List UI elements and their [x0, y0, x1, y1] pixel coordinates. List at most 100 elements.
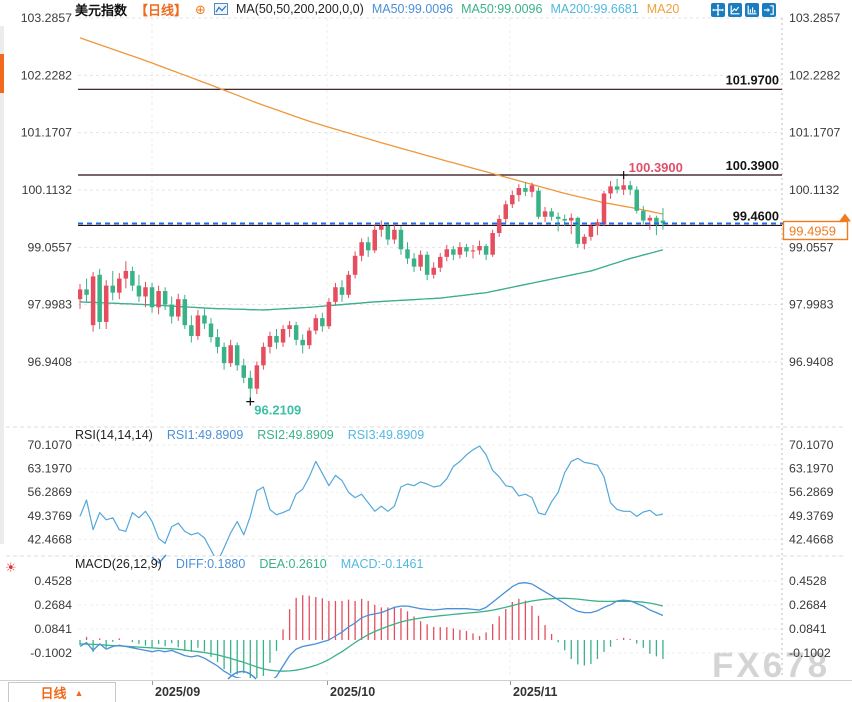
- candle[interactable]: [84, 289, 89, 295]
- left-scrollbar-track[interactable]: [0, 26, 4, 544]
- candle[interactable]: [136, 285, 142, 297]
- candle[interactable]: [555, 216, 561, 219]
- price-chart-canvas[interactable]: 103.2857 103.2857 102.2282 102.2282 101.1707…: [0, 0, 852, 680]
- candle[interactable]: [189, 325, 194, 337]
- candle[interactable]: [477, 246, 482, 251]
- candle[interactable]: [608, 186, 613, 194]
- left-scrollbar-thumb[interactable]: [0, 54, 4, 93]
- candle[interactable]: [130, 270, 135, 286]
- candle[interactable]: [254, 365, 260, 389]
- candle[interactable]: [182, 299, 188, 326]
- candle[interactable]: [339, 287, 345, 295]
- candle[interactable]: [248, 377, 253, 389]
- candle[interactable]: [176, 299, 181, 317]
- fit-chart-icon[interactable]: [728, 3, 742, 17]
- candle[interactable]: [346, 274, 351, 295]
- candle[interactable]: [523, 188, 528, 192]
- candle[interactable]: [582, 236, 587, 244]
- candle[interactable]: [208, 323, 214, 338]
- candle[interactable]: [529, 185, 535, 192]
- candle[interactable]: [483, 246, 489, 255]
- candle[interactable]: [221, 346, 227, 364]
- candle[interactable]: [614, 186, 620, 190]
- candle[interactable]: [143, 287, 148, 297]
- candle[interactable]: [510, 195, 515, 205]
- candle[interactable]: [549, 211, 554, 217]
- candle[interactable]: [418, 254, 423, 267]
- candle[interactable]: [293, 325, 299, 340]
- candle[interactable]: [542, 211, 548, 217]
- candle[interactable]: [503, 204, 509, 219]
- candle[interactable]: [287, 325, 292, 329]
- candle[interactable]: [470, 250, 476, 252]
- candle[interactable]: [320, 318, 325, 327]
- candle[interactable]: [274, 336, 279, 343]
- candle[interactable]: [601, 193, 607, 225]
- sun-icon[interactable]: ☀: [5, 560, 17, 575]
- candle[interactable]: [647, 217, 653, 221]
- candle[interactable]: [641, 210, 646, 221]
- candle[interactable]: [241, 365, 247, 378]
- candle[interactable]: [162, 291, 168, 305]
- candle[interactable]: [424, 254, 430, 275]
- candle[interactable]: [97, 274, 102, 322]
- candle[interactable]: [333, 287, 338, 302]
- candle[interactable]: [169, 304, 174, 317]
- candle[interactable]: [654, 217, 659, 225]
- candle[interactable]: [195, 315, 201, 337]
- candle[interactable]: [78, 289, 83, 300]
- exit-chart-icon[interactable]: [762, 3, 776, 17]
- candle[interactable]: [411, 258, 417, 267]
- candle[interactable]: [660, 220, 666, 224]
- candle[interactable]: [202, 315, 207, 324]
- candle[interactable]: [588, 225, 594, 237]
- pan-icon[interactable]: [711, 3, 725, 17]
- candle[interactable]: [496, 218, 502, 234]
- candle[interactable]: [379, 225, 384, 230]
- candle[interactable]: [569, 217, 574, 221]
- candle[interactable]: [627, 185, 633, 190]
- mini-chart-icon[interactable]: [213, 3, 228, 15]
- candle[interactable]: [267, 336, 273, 347]
- candle[interactable]: [300, 339, 305, 346]
- candle[interactable]: [621, 185, 626, 190]
- candle[interactable]: [431, 267, 436, 275]
- candle[interactable]: [562, 218, 567, 221]
- candle[interactable]: [156, 291, 161, 308]
- candle[interactable]: [464, 247, 469, 252]
- candle[interactable]: [234, 345, 240, 366]
- candle[interactable]: [398, 229, 404, 250]
- candle[interactable]: [536, 190, 541, 217]
- candle[interactable]: [634, 189, 640, 211]
- add-indicator-icon[interactable]: ⊕: [195, 1, 206, 17]
- candle[interactable]: [490, 233, 495, 255]
- scale-chart-icon[interactable]: [745, 3, 759, 17]
- candle[interactable]: [457, 247, 463, 255]
- candle[interactable]: [228, 345, 233, 364]
- candle[interactable]: [385, 225, 391, 240]
- candle[interactable]: [372, 229, 378, 251]
- candle[interactable]: [595, 222, 600, 226]
- candle[interactable]: [280, 328, 286, 343]
- candle[interactable]: [215, 337, 220, 347]
- candle[interactable]: [261, 346, 266, 366]
- candle[interactable]: [451, 249, 456, 255]
- candle[interactable]: [352, 255, 358, 275]
- candle[interactable]: [149, 287, 155, 308]
- candle[interactable]: [516, 188, 522, 196]
- candle[interactable]: [438, 256, 443, 268]
- candle[interactable]: [359, 242, 364, 256]
- candle[interactable]: [575, 217, 581, 244]
- candle[interactable]: [110, 285, 116, 293]
- candle[interactable]: [103, 285, 109, 322]
- candle[interactable]: [313, 318, 319, 331]
- period-selector-button[interactable]: 日线 ▲: [8, 682, 116, 702]
- candle[interactable]: [392, 229, 397, 240]
- candle[interactable]: [405, 249, 410, 259]
- candle[interactable]: [326, 301, 332, 327]
- candle[interactable]: [123, 270, 129, 279]
- candle[interactable]: [307, 330, 312, 346]
- candle[interactable]: [90, 276, 96, 326]
- candle[interactable]: [365, 242, 371, 251]
- candle[interactable]: [444, 249, 450, 257]
